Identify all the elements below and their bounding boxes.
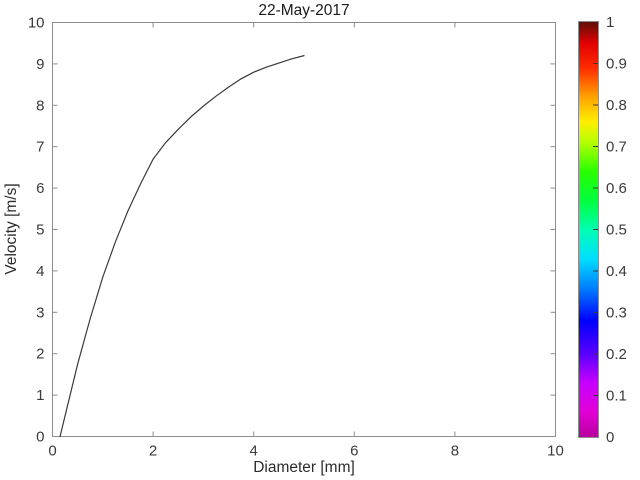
x-tick-label: 0 [48,443,56,460]
colorbar-tick-label: 1 [606,14,614,31]
y-axis-ticks: 0 1 2 3 4 5 6 7 8 9 10 [28,15,556,446]
axes-frame [52,22,556,437]
x-axis-label: Diameter [mm] [253,459,355,476]
y-tick-label: 7 [36,139,44,156]
colorbar-tick-label: 0.4 [606,263,627,280]
colorbar-tick-label: 0.6 [606,180,627,197]
x-tick-label: 6 [350,443,358,460]
x-tick-label: 4 [250,443,258,460]
chart-title: 22-May-2017 [258,2,349,19]
y-tick-label: 9 [36,56,44,73]
colorbar-frame [578,21,599,438]
y-tick-label: 5 [36,222,44,239]
colorbar-tick-label: 0.2 [606,346,627,363]
x-tick-label: 10 [547,443,564,460]
y-tick-label: 10 [28,15,45,32]
data-series-group [59,55,305,438]
y-tick-label: 2 [36,346,44,363]
y-axis-label: Velocity [m/s] [3,183,20,274]
colorbar-tick-label: 0.3 [606,305,627,322]
x-tick-label: 8 [451,443,459,460]
colorbar-tick-label: 0.1 [606,388,627,405]
colorbar-tick-label: 0.5 [606,222,627,239]
colorbar-tick-label: 0.9 [606,56,627,73]
colorbar-tick-label: 0.8 [606,97,627,114]
y-tick-label: 8 [36,97,44,114]
x-axis-ticks: 0 2 4 6 8 10 [48,22,564,460]
colorbar-gradient [579,22,598,437]
data-line [59,55,305,438]
y-tick-label: 1 [36,387,44,404]
colorbar: 0 0.1 0.2 0.3 0.4 0.5 0.6 0.7 0.8 0.9 1 [578,14,627,446]
x-tick-label: 2 [149,443,157,460]
colorbar-tick-label: 0 [606,429,614,446]
y-tick-label: 0 [36,429,44,446]
y-tick-label: 4 [36,263,44,280]
colorbar-ticks: 0 0.1 0.2 0.3 0.4 0.5 0.6 0.7 0.8 0.9 1 [593,14,627,446]
colorbar-tick-label: 0.7 [606,139,627,156]
y-tick-label: 3 [36,304,44,321]
y-tick-label: 6 [36,180,44,197]
